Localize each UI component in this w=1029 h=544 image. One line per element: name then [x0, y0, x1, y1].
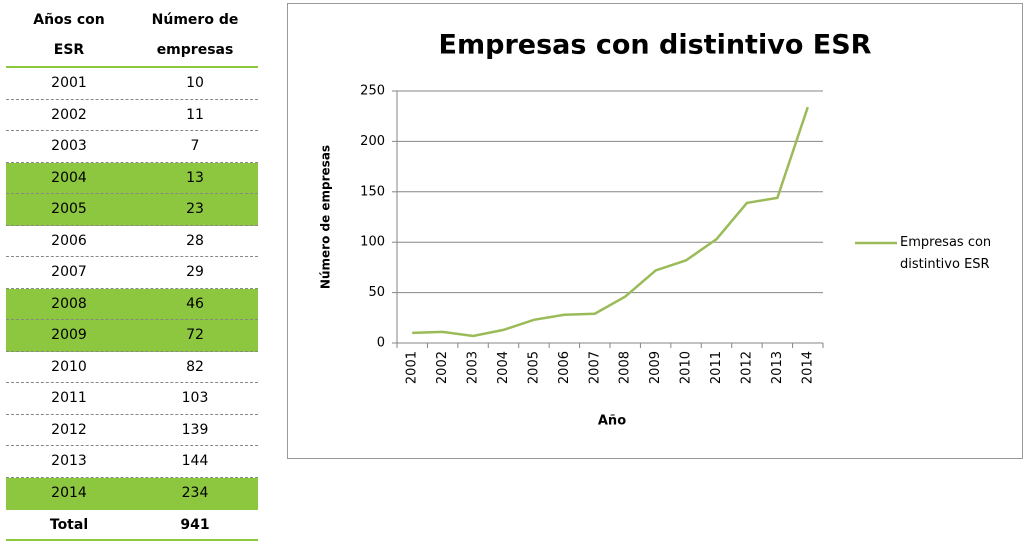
count-cell: 82 — [186, 358, 204, 375]
x-tick-label: 2013 — [770, 351, 785, 384]
year-cell: 2003 — [51, 138, 87, 155]
year-cell: 2001 — [51, 75, 87, 92]
x-tick-label: 2012 — [739, 351, 754, 384]
x-tick-label: 2002 — [435, 351, 450, 384]
table-row: 2014 234 — [6, 477, 258, 510]
table-row: 2011 103 — [6, 383, 258, 415]
y-tick-label: 50 — [368, 285, 385, 300]
table-row: 2010 82 — [6, 352, 258, 383]
table-row: 2001 10 — [6, 68, 258, 100]
year-cell: 2007 — [51, 264, 87, 281]
data-table: Años con ESR Número de empresas 2001 10 20… — [6, 4, 258, 541]
year-cell: 2011 — [51, 390, 87, 407]
year-cell: 2010 — [51, 358, 87, 375]
x-tick-label: 2003 — [466, 351, 481, 384]
year-cell: 2005 — [51, 201, 87, 218]
table-row: 2013 144 — [6, 446, 258, 478]
count-cell: 139 — [181, 421, 209, 438]
chart-title: Empresas con distintivo ESR — [439, 30, 872, 61]
table-row: 2003 7 — [6, 131, 258, 163]
legend-label: Empresas con distintivo ESR — [900, 235, 992, 272]
table-row: 2012 139 — [6, 415, 258, 446]
total-label: Total — [49, 516, 89, 533]
header-cell: Años con ESR — [33, 12, 105, 58]
year-cell: 2002 — [51, 106, 87, 123]
y-tick-label: 200 — [360, 134, 385, 149]
table-row: 2009 72 — [6, 320, 258, 352]
y-tick-label: 0 — [377, 336, 385, 351]
y-tick-label: 150 — [360, 184, 385, 199]
header-cell: Número de empresas — [151, 12, 239, 58]
table-row: 2002 11 — [6, 100, 258, 131]
x-tick-label: 2014 — [800, 351, 815, 384]
count-cell: 46 — [186, 295, 204, 312]
table-row: 2007 29 — [6, 257, 258, 289]
y-axis-label: Número de empresas — [319, 145, 333, 289]
total-row: Total 941 — [6, 510, 258, 541]
count-cell: 144 — [181, 453, 209, 470]
y-tick-label: 100 — [360, 235, 385, 250]
total-value: 941 — [180, 516, 210, 533]
count-cell: 234 — [181, 484, 209, 501]
year-cell: 2006 — [51, 232, 87, 249]
table-row: 2006 28 — [6, 226, 258, 257]
count-cell: 7 — [190, 138, 200, 155]
x-tick-label: 2004 — [496, 351, 511, 384]
x-tick-label: 2009 — [648, 351, 663, 384]
count-cell: 10 — [186, 75, 204, 92]
year-cell: 2013 — [51, 453, 87, 470]
count-cell: 72 — [186, 327, 204, 344]
count-cell: 23 — [186, 201, 204, 218]
x-tick-label: 2001 — [405, 351, 420, 384]
year-cell: 2004 — [51, 169, 87, 186]
x-tick-label: 2006 — [557, 351, 572, 384]
x-tick-label: 2011 — [709, 351, 724, 384]
table-header: Años con ESR Número de empresas — [6, 4, 258, 68]
x-axis-label: Año — [598, 414, 626, 429]
count-cell: 29 — [186, 264, 204, 281]
chart-frame — [287, 3, 1023, 459]
year-cell: 2012 — [51, 421, 87, 438]
x-tick-label: 2007 — [587, 351, 602, 384]
table-row: 2004 13 — [6, 162, 258, 194]
count-cell: 13 — [186, 169, 204, 186]
table-row: 2005 23 — [6, 194, 258, 226]
data-line — [412, 106, 809, 338]
x-tick-label: 2005 — [526, 351, 541, 384]
x-tick-label: 2010 — [679, 351, 694, 384]
x-tick-label: 2008 — [618, 351, 633, 384]
table-row: 2008 46 — [6, 288, 258, 320]
year-cell: 2009 — [51, 327, 87, 344]
table-body: 2001 10 2002 11 2003 7 2004 13 2005 23 2006 28 2007 2… — [6, 68, 258, 510]
count-cell: 11 — [186, 106, 204, 123]
y-tick-label: 250 — [360, 84, 385, 99]
count-cell: 28 — [186, 232, 204, 249]
year-cell: 2008 — [51, 295, 87, 312]
count-cell: 103 — [181, 390, 209, 407]
year-cell: 2014 — [51, 484, 87, 501]
